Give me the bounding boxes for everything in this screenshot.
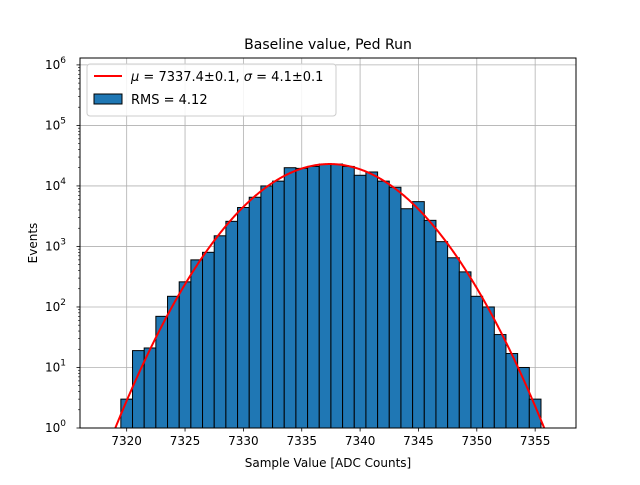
axes-frame [79,57,577,429]
fit-curve-group [114,163,546,428]
histogram-bar [400,208,414,429]
histogram-bar [458,271,472,429]
histogram-bar [237,207,250,429]
x-tick-label: 7320 [111,434,142,448]
histogram-bar [132,350,145,429]
histogram-bar [330,163,344,429]
histogram-bar [120,398,134,429]
legend-sigma-symbol: σ [244,70,253,85]
y-tick-exponent: 6 [60,56,66,66]
y-axis-label: Events [26,223,40,264]
y-tick-exponent: 2 [60,298,66,308]
y-tick-exponent: 1 [60,358,66,368]
histogram-bar [260,185,274,429]
histogram-bar [470,295,484,429]
legend-mu-symbol: μ [130,70,139,85]
histogram-bar [167,295,180,429]
y-tick-base: 10 [45,58,60,72]
x-axis-ticks: 7320 7325 7330 7335 7340 7345 7350 7355 [111,428,550,448]
histogram-bar [307,165,320,429]
histogram-bar [423,219,437,429]
y-tick-exponent: 0 [60,419,66,429]
histogram-bar [365,171,379,429]
y-tick-base: 10 [45,118,60,132]
histogram-bar [272,180,285,429]
histogram-bar [353,174,367,429]
histogram-bar [318,163,332,429]
y-tick-label: 105 [45,116,66,132]
y-tick-label: 102 [45,298,66,314]
y-tick-label: 103 [45,237,66,253]
x-tick-label: 7330 [228,434,259,448]
histogram-bar [447,257,460,429]
y-tick-exponent: 3 [60,237,66,247]
y-tick-exponent: 5 [60,116,66,126]
histogram-bars [120,163,542,429]
y-tick-base: 10 [45,179,60,193]
y-tick-base: 10 [45,239,60,253]
legend-sigma-text: = 4.1±0.1 [252,70,323,85]
histogram-bar [295,167,309,429]
x-tick-label: 7355 [520,434,551,448]
y-tick-base: 10 [45,421,60,435]
histogram-bar [190,259,204,429]
histogram-bar [517,366,530,429]
legend: μ = 7337.4±0.1, σ = 4.1±0.1 RMS = 4.12 [86,63,337,117]
histogram-bar [213,235,227,429]
histogram-bar [435,241,449,429]
y-tick-label: 101 [45,358,66,374]
histogram-bar [248,196,262,429]
legend-box [86,63,337,117]
histogram-bar [202,251,215,429]
x-axis-label: Sample Value [ADC Counts] [245,456,411,470]
y-tick-exponent: 4 [60,177,66,187]
x-tick-label: 7325 [170,434,201,448]
y-tick-base: 10 [45,300,60,314]
legend-mu-text: = 7337.4±0.1, [139,70,243,85]
histogram-bar [388,186,402,429]
histogram-bar [412,201,425,429]
histogram-bar [342,165,355,429]
x-tick-label: 7345 [403,434,434,448]
x-tick-label: 7350 [462,434,493,448]
histogram-bar [283,167,297,429]
histogram-bar [482,306,495,429]
legend-fit-label: μ = 7337.4±0.1, σ = 4.1±0.1 [130,70,323,85]
y-tick-label: 100 [45,419,66,435]
chart-title: Baseline value, Ped Run [244,37,412,53]
y-tick-label: 104 [45,177,66,193]
x-tick-label: 7340 [345,434,376,448]
gaussian-fit-curve [114,163,546,428]
histogram-bar [493,334,507,429]
legend-histogram-label: RMS = 4.12 [131,93,208,108]
legend-histogram-swatch [93,93,123,105]
histogram-bar [178,281,192,429]
y-tick-base: 10 [45,360,60,374]
y-tick-label: 106 [45,56,66,72]
x-tick-label: 7335 [286,434,317,448]
histogram-bar [377,180,390,429]
histogram-bar [225,220,239,429]
